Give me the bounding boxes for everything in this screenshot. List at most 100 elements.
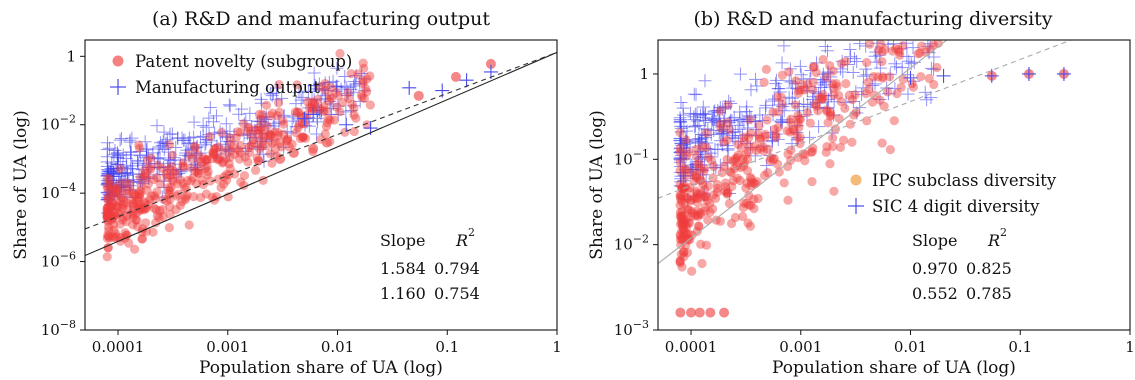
cloud-circle-marker bbox=[753, 129, 763, 140]
cloud-plus-marker bbox=[140, 142, 154, 156]
cloud-circle-marker bbox=[145, 164, 156, 174]
cloud-circle-marker bbox=[705, 207, 715, 217]
cloud-plus-marker bbox=[673, 133, 687, 147]
cloud-plus-marker bbox=[849, 85, 863, 99]
cloud-plus-marker bbox=[142, 157, 156, 171]
cloud-circle-marker bbox=[794, 85, 804, 95]
series-1-point bbox=[339, 117, 354, 132]
cloud-plus-marker bbox=[696, 186, 710, 200]
panel-b: (b) R&D and manufacturing diversity 0.00… bbox=[587, 8, 1135, 378]
legend-marker-plus-b bbox=[848, 198, 864, 214]
cloud-circle-marker bbox=[696, 175, 706, 185]
cloud-circle-marker bbox=[107, 182, 118, 192]
cloud-circle-marker bbox=[270, 136, 280, 147]
cloud-circle-marker bbox=[817, 94, 827, 104]
cloud-circle-marker bbox=[240, 152, 250, 162]
cloud-plus-marker bbox=[294, 93, 308, 107]
cloud-circle-marker bbox=[699, 192, 709, 202]
cloud-circle-marker bbox=[726, 218, 737, 229]
cloud-circle-marker bbox=[144, 199, 154, 210]
cloud-circle-marker bbox=[851, 107, 861, 117]
cloud-circle-marker bbox=[811, 101, 822, 111]
cloud-plus-marker bbox=[804, 64, 818, 78]
cloud-plus-marker bbox=[129, 191, 143, 205]
cloud-plus-marker bbox=[357, 72, 371, 86]
cloud-circle-marker bbox=[894, 47, 905, 57]
cloud-circle-marker bbox=[164, 190, 174, 200]
cloud-plus-marker bbox=[717, 123, 731, 137]
cloud-circle-marker bbox=[282, 135, 292, 145]
cloud-circle-marker bbox=[679, 247, 689, 257]
cloud-plus-marker bbox=[706, 113, 720, 127]
cloud-circle-marker bbox=[193, 168, 203, 178]
cloud-circle-marker bbox=[108, 199, 118, 209]
cloud-plus-marker bbox=[820, 102, 834, 116]
cloud-circle-marker bbox=[154, 213, 164, 223]
cloud-circle-marker bbox=[889, 116, 899, 126]
cloud-circle-marker bbox=[749, 203, 759, 214]
cloud-circle-marker bbox=[818, 54, 828, 65]
cloud-circle-marker bbox=[304, 102, 315, 113]
cloud-circle-marker bbox=[362, 87, 372, 97]
cloud-plus-marker bbox=[921, 40, 935, 53]
cloud-circle-marker bbox=[806, 147, 816, 158]
cloud-plus-marker bbox=[883, 67, 897, 81]
cloud-circle-marker bbox=[249, 138, 259, 148]
cloud-circle-marker bbox=[358, 78, 368, 89]
cloud-circle-marker bbox=[692, 160, 702, 170]
cloud-circle-marker bbox=[110, 189, 120, 199]
cloud-plus-marker bbox=[700, 136, 714, 150]
cloud-circle-marker bbox=[677, 197, 687, 207]
cloud-circle-marker bbox=[112, 184, 122, 194]
cloud-circle-marker bbox=[113, 184, 123, 194]
cloud-plus-marker bbox=[816, 67, 830, 81]
cloud-circle-marker bbox=[115, 164, 125, 174]
cloud-plus-marker bbox=[733, 67, 747, 81]
cloud-circle-marker bbox=[786, 114, 796, 124]
cloud-circle-marker bbox=[722, 189, 732, 199]
cloud-circle-marker bbox=[726, 167, 736, 178]
cloud-circle-marker bbox=[358, 75, 368, 86]
cloud-plus-marker bbox=[790, 119, 804, 133]
cloud-circle-marker bbox=[676, 191, 686, 201]
y-tick-exponent: −3 bbox=[633, 318, 649, 331]
cloud-circle-marker bbox=[278, 116, 288, 126]
cloud-circle-marker bbox=[106, 210, 116, 220]
cloud-circle-marker bbox=[246, 141, 256, 151]
cloud-circle-marker bbox=[730, 156, 740, 166]
cloud-plus-marker bbox=[227, 128, 241, 142]
cloud-plus-marker bbox=[866, 78, 880, 92]
cloud-circle-marker bbox=[134, 188, 144, 199]
y-tick-base: 10 bbox=[614, 236, 633, 254]
cloud-plus-marker bbox=[198, 156, 212, 170]
cloud-circle-marker bbox=[699, 163, 709, 174]
cloud-circle-marker bbox=[701, 191, 711, 201]
cloud-plus-marker bbox=[676, 151, 690, 165]
cloud-circle-marker bbox=[730, 212, 740, 223]
cloud-plus-marker bbox=[151, 142, 165, 156]
cloud-circle-marker bbox=[150, 191, 160, 201]
cloud-plus-marker bbox=[714, 134, 728, 148]
cloud-circle-marker bbox=[103, 243, 113, 253]
cloud-circle-marker bbox=[103, 231, 114, 241]
cloud-plus-marker bbox=[240, 127, 254, 141]
cloud-plus-marker bbox=[880, 81, 894, 95]
cloud-circle-marker bbox=[696, 189, 706, 199]
cloud-plus-marker bbox=[705, 115, 719, 129]
cloud-circle-marker bbox=[793, 118, 803, 128]
cloud-plus-marker bbox=[257, 154, 271, 168]
cloud-circle-marker bbox=[798, 149, 808, 159]
cloud-plus-marker bbox=[355, 67, 369, 81]
x-tick-label: 0.0001 bbox=[665, 338, 718, 356]
stats-b-row2-slope: 0.552 bbox=[912, 284, 958, 303]
y-tick-base: 10 bbox=[614, 150, 633, 168]
cloud-circle-marker bbox=[197, 175, 207, 185]
cloud-circle-marker bbox=[759, 146, 769, 156]
cloud-circle-marker bbox=[141, 226, 152, 237]
series-1-fit-line bbox=[85, 51, 557, 230]
cloud-circle-marker bbox=[749, 178, 759, 188]
cloud-circle-marker bbox=[759, 77, 769, 87]
cloud-circle-marker bbox=[678, 234, 688, 244]
cloud-circle-marker bbox=[140, 204, 150, 214]
cloud-circle-marker bbox=[683, 218, 693, 228]
